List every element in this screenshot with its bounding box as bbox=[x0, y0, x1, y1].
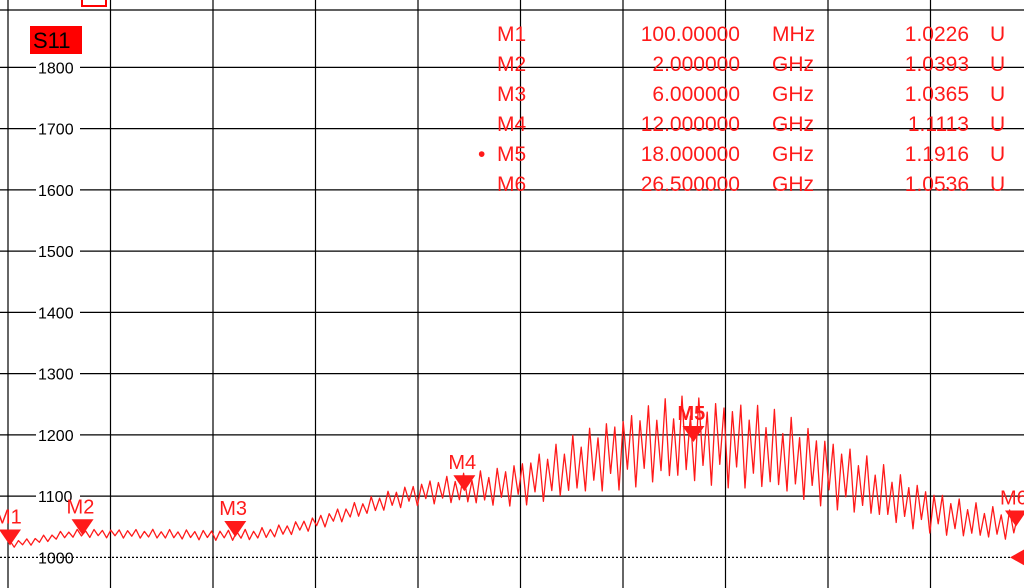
marker-table-response: 1.1916 bbox=[905, 143, 969, 166]
marker-table-row[interactable]: M1 100.00000 MHz 1.0226 U bbox=[497, 23, 1005, 46]
trace-badge-label: S11 bbox=[33, 28, 71, 53]
marker-table-unit: GHz bbox=[772, 113, 814, 136]
marker-table-response-unit: U bbox=[990, 23, 1005, 46]
marker-table-name: M6 bbox=[497, 173, 526, 196]
marker-table-unit: GHz bbox=[772, 143, 814, 166]
y-tick-label-background bbox=[36, 363, 80, 383]
marker-triangle-icon[interactable] bbox=[0, 529, 21, 546]
y-tick-label: 1500 bbox=[38, 244, 74, 261]
marker-table-unit: MHz bbox=[772, 23, 815, 46]
y-tick-label: 1000 bbox=[38, 550, 74, 567]
y-tick-label: 1400 bbox=[38, 305, 74, 322]
marker-table-response: 1.0536 bbox=[905, 173, 969, 196]
y-axis-ticks: 1800 1700 1600 1500 1400 1300 1200 1100 1000 bbox=[36, 57, 80, 567]
marker-table-name: M2 bbox=[497, 53, 526, 76]
marker-m2[interactable]: M2 bbox=[67, 496, 95, 536]
trace-badge-background bbox=[30, 26, 82, 54]
marker-table-response-unit: U bbox=[990, 83, 1005, 106]
marker-table-stimulus: 6.000000 bbox=[652, 83, 740, 106]
y-tick-label-background bbox=[36, 57, 80, 77]
marker-table-stimulus: 26.500000 bbox=[641, 173, 740, 196]
y-tick-label: 1200 bbox=[38, 428, 74, 445]
y-tick-label: 1800 bbox=[38, 60, 74, 77]
marker-table-row[interactable]: M4 12.000000 GHz 1.1113 U bbox=[497, 113, 1005, 136]
marker-m3[interactable]: M3 bbox=[219, 498, 247, 538]
y-tick-label-background bbox=[36, 302, 80, 322]
y-tick-label: 1300 bbox=[38, 367, 74, 384]
s11-trace-line bbox=[9, 395, 1019, 548]
marker-table-response: 1.0393 bbox=[905, 53, 969, 76]
marker-table-stimulus: 12.000000 bbox=[641, 113, 740, 136]
y-tick-label-background bbox=[36, 486, 80, 506]
marker-table-response-unit: U bbox=[990, 53, 1005, 76]
marker-table-response-unit: U bbox=[990, 143, 1005, 166]
marker-table-response: 1.0365 bbox=[905, 83, 969, 106]
marker-table-unit: GHz bbox=[772, 173, 814, 196]
active-marker-dot-icon: • bbox=[478, 143, 485, 166]
marker-table-name: M4 bbox=[497, 113, 526, 136]
marker-label: M2 bbox=[67, 496, 95, 518]
y-tick-label-background bbox=[36, 424, 80, 444]
reference-level-arrow-icon[interactable] bbox=[1010, 548, 1024, 566]
marker-table-stimulus: 2.000000 bbox=[652, 53, 740, 76]
top-tab-indicator bbox=[81, 0, 107, 7]
marker-table-response-unit: U bbox=[990, 173, 1005, 196]
marker-table-unit: GHz bbox=[772, 83, 814, 106]
marker-label: M6 bbox=[1000, 488, 1024, 510]
marker-table-response: 1.1113 bbox=[908, 113, 969, 136]
marker-table-unit: GHz bbox=[772, 53, 814, 76]
trace-markers: M1 M2 M3 M4 M5 M6 bbox=[0, 403, 1024, 546]
marker-table-row[interactable]: • M5 18.000000 GHz 1.1916 U bbox=[478, 143, 1005, 166]
marker-triangle-icon[interactable] bbox=[71, 519, 94, 536]
marker-m6[interactable]: M6 bbox=[1000, 488, 1024, 527]
marker-table-name: M3 bbox=[497, 83, 526, 106]
y-tick-label-background bbox=[36, 118, 80, 138]
marker-label: M3 bbox=[219, 498, 247, 520]
marker-m1[interactable]: M1 bbox=[0, 507, 22, 546]
marker-triangle-icon[interactable] bbox=[453, 475, 476, 492]
marker-table-row[interactable]: M3 6.000000 GHz 1.0365 U bbox=[497, 83, 1005, 106]
marker-triangle-icon[interactable] bbox=[682, 426, 705, 443]
y-tick-label: 1600 bbox=[38, 183, 74, 200]
marker-table-name: M5 bbox=[497, 143, 526, 166]
marker-table-row[interactable]: M2 2.000000 GHz 1.0393 U bbox=[497, 53, 1005, 76]
marker-triangle-icon[interactable] bbox=[224, 521, 247, 538]
marker-label: M4 bbox=[448, 452, 476, 474]
marker-table: M1 100.00000 MHz 1.0226 U M2 2.000000 GHz 1.0393… bbox=[478, 23, 1005, 196]
marker-table-response: 1.0226 bbox=[905, 23, 969, 46]
marker-triangle-icon[interactable] bbox=[1005, 510, 1024, 527]
marker-table-name: M1 bbox=[497, 23, 526, 46]
marker-table-row[interactable]: M6 26.500000 GHz 1.0536 U bbox=[497, 173, 1005, 196]
marker-label: M5 bbox=[677, 403, 705, 425]
marker-table-response-unit: U bbox=[990, 113, 1005, 136]
y-tick-label-background bbox=[36, 179, 80, 199]
y-tick-label: 1700 bbox=[38, 122, 74, 139]
marker-label: M1 bbox=[0, 507, 22, 529]
y-tick-label: 1100 bbox=[38, 489, 73, 506]
marker-table-stimulus: 100.00000 bbox=[641, 23, 740, 46]
trace-badge[interactable]: S11 bbox=[30, 26, 82, 54]
y-tick-label-background bbox=[36, 241, 80, 261]
marker-m4[interactable]: M4 bbox=[448, 452, 476, 492]
marker-table-stimulus: 18.000000 bbox=[641, 143, 740, 166]
marker-m5[interactable]: M5 bbox=[677, 403, 705, 443]
